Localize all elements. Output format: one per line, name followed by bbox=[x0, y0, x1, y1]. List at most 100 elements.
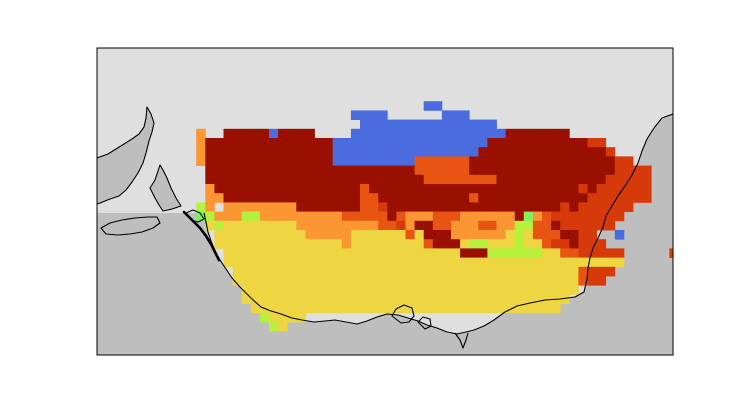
grid-cell-orange bbox=[451, 220, 461, 231]
grid-cell-red bbox=[614, 202, 625, 212]
grid-cell-dark-red bbox=[569, 184, 579, 194]
grid-cell-dark-red bbox=[542, 202, 552, 212]
grid-cell-yellow bbox=[451, 266, 461, 277]
grid-cell-yellow bbox=[596, 257, 607, 268]
grid-cell-lime bbox=[259, 312, 270, 323]
grid-cell-yellow bbox=[350, 276, 361, 286]
grid-cell-dark-red bbox=[514, 193, 525, 203]
grid-cell-yellow bbox=[278, 257, 288, 268]
grid-cell-yellow bbox=[214, 239, 224, 249]
grid-cell-red bbox=[560, 211, 570, 222]
grid-cell-dark-red bbox=[542, 138, 552, 148]
grid-cell-dark-red bbox=[241, 165, 252, 176]
grid-cell-yellow bbox=[551, 257, 561, 268]
grid-cell-red-orange bbox=[360, 211, 370, 222]
grid-cell-yellow bbox=[405, 294, 415, 304]
grid-cell-blue bbox=[423, 119, 434, 130]
grid-cell-dark-red bbox=[287, 165, 297, 176]
grid-cell-red-orange bbox=[378, 220, 388, 231]
grid-cell-red-orange bbox=[369, 193, 379, 203]
grid-cell-blue bbox=[396, 156, 406, 166]
grid-cell-yellow bbox=[360, 239, 370, 249]
grid-cell-orange bbox=[269, 211, 279, 222]
grid-cell-dark-red bbox=[396, 165, 406, 176]
grid-cell-yellow bbox=[523, 239, 534, 249]
grid-cell-red-orange bbox=[578, 276, 588, 286]
grid-cell-dark-red bbox=[396, 193, 406, 203]
grid-cell-yellow bbox=[551, 285, 561, 295]
grid-cell-lime bbox=[205, 211, 215, 222]
grid-cell-yellow bbox=[569, 285, 579, 295]
grid-cell-dark-red bbox=[432, 230, 443, 240]
grid-cell-dark-red bbox=[341, 165, 352, 176]
grid-cell-orange bbox=[505, 220, 516, 231]
grid-cell-yellow bbox=[223, 230, 233, 240]
grid-cell-yellow bbox=[487, 276, 497, 286]
grid-cell-yellow bbox=[332, 294, 343, 304]
grid-cell-yellow bbox=[614, 257, 625, 268]
grid-cell-orange bbox=[196, 147, 206, 157]
grid-cell-dark-red bbox=[332, 202, 343, 212]
grid-cell-yellow bbox=[478, 266, 488, 277]
grid-cell-red bbox=[642, 193, 652, 203]
grid-cell-orange bbox=[360, 220, 370, 231]
grid-cell-yellow bbox=[423, 266, 434, 277]
grid-cell-yellow bbox=[441, 266, 452, 277]
grid-cell-red-orange bbox=[423, 174, 434, 185]
grid-cell-orange bbox=[205, 193, 215, 203]
grid-cell-dark-red bbox=[332, 184, 343, 194]
grid-cell-red-orange bbox=[441, 174, 452, 185]
grid-cell-dark-red bbox=[232, 138, 243, 148]
grid-cell-dark-red bbox=[214, 174, 224, 185]
grid-cell-dark-red bbox=[259, 156, 270, 166]
grid-cell-yellow bbox=[296, 230, 306, 240]
grid-cell-lime bbox=[250, 211, 261, 222]
grid-cell-blue bbox=[369, 147, 379, 157]
grid-cell-blue bbox=[341, 147, 352, 157]
grid-cell-red bbox=[605, 193, 616, 203]
grid-cell-dark-red bbox=[232, 128, 243, 139]
grid-cell-red bbox=[587, 276, 597, 286]
grid-cell-yellow bbox=[287, 248, 297, 258]
grid-cell-red bbox=[596, 193, 607, 203]
grid-cell-dark-red bbox=[451, 193, 461, 203]
grid-cell-yellow bbox=[350, 266, 361, 277]
grid-cell-dark-red bbox=[405, 193, 415, 203]
land-west bbox=[97, 107, 154, 204]
grid-cell-dark-red bbox=[314, 156, 324, 166]
grid-cell-orange bbox=[496, 220, 506, 231]
grid-cell-yellow bbox=[305, 285, 315, 295]
grid-cell-red-orange bbox=[451, 165, 461, 176]
grid-cell-red-orange bbox=[460, 156, 470, 166]
grid-cell-dark-red bbox=[323, 147, 334, 157]
grid-cell-yellow bbox=[396, 276, 406, 286]
grid-cell-yellow bbox=[269, 230, 279, 240]
grid-cell-red bbox=[578, 230, 588, 240]
grid-cell-dark-red bbox=[505, 165, 516, 176]
grid-cell-dark-red bbox=[551, 174, 561, 185]
grid-cell-blue bbox=[423, 128, 434, 139]
grid-cell-dark-red bbox=[514, 156, 525, 166]
grid-cell-red-orange bbox=[341, 211, 352, 222]
grid-cell-yellow bbox=[405, 303, 415, 314]
grid-cell-yellow bbox=[378, 239, 388, 249]
grid-cell-yellow bbox=[369, 239, 379, 249]
grid-cell-yellow bbox=[314, 266, 324, 277]
grid-cell-yellow bbox=[223, 257, 233, 268]
grid-cell-red bbox=[623, 156, 634, 166]
grid-cell-dark-red bbox=[605, 165, 616, 176]
grid-cell-dark-red bbox=[223, 174, 233, 185]
grid-cell-dark-red bbox=[587, 165, 597, 176]
grid-cell-yellow bbox=[569, 276, 579, 286]
grid-cell-dark-red bbox=[551, 220, 561, 231]
grid-cell-red bbox=[596, 220, 607, 231]
grid-cell-dark-red bbox=[387, 202, 397, 212]
grid-cell-yellow bbox=[287, 230, 297, 240]
grid-cell-yellow bbox=[523, 257, 534, 268]
grid-cell-red-orange bbox=[542, 239, 552, 249]
grid-cell-yellow bbox=[369, 248, 379, 258]
grid-cell-dark-red bbox=[269, 138, 279, 148]
grid-cell-dark-red bbox=[305, 174, 315, 185]
grid-cell-blue bbox=[360, 147, 370, 157]
grid-cell-orange bbox=[341, 230, 352, 240]
